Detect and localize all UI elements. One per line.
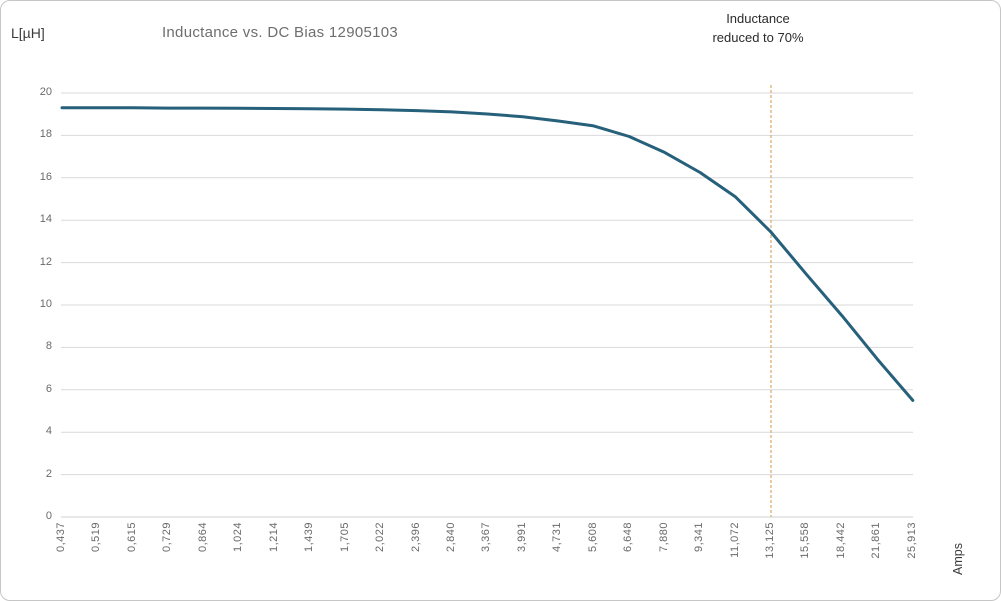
y-tick-label: 10: [39, 298, 52, 310]
y-tick-label: 16: [39, 170, 52, 183]
y-tick-label: 14: [39, 213, 52, 226]
chart-title: Inductance vs. DC Bias 12905103: [161, 24, 399, 41]
x-tick-label: 0,519: [90, 522, 103, 553]
x-tick-label: 0,437: [55, 522, 67, 553]
y-tick-label: 4: [45, 425, 52, 438]
x-tick-label: 1,439: [303, 522, 316, 553]
x-tick-label: 0,864: [196, 522, 209, 553]
x-tick-label: 3,367: [480, 522, 493, 553]
y-tick-label: 2: [45, 467, 52, 480]
threshold-annotation: Inductance reduced to 70%: [660, 9, 856, 47]
threshold-annotation-line1: Inductance: [726, 11, 790, 26]
x-tick-label: 6,648: [622, 522, 635, 553]
x-tick-label: 1,705: [338, 522, 351, 553]
x-axis-title: Amps: [951, 543, 965, 575]
x-tick-label: 11,072: [728, 522, 741, 558]
x-tick-label: 21,861: [870, 522, 883, 559]
y-tick-label: 20: [39, 86, 52, 98]
x-tick-label: 15,558: [799, 522, 812, 559]
x-tick-label: 25,913: [905, 522, 918, 559]
y-axis-unit-label: L[µH]: [11, 25, 45, 41]
x-tick-label: 3,991: [515, 522, 528, 553]
threshold-annotation-line2: reduced to 70%: [712, 30, 804, 45]
x-tick-label: 1,024: [232, 522, 245, 553]
x-tick-label: 2,840: [444, 522, 457, 553]
x-tick-label: 0,615: [125, 522, 138, 553]
x-tick-label: 2,396: [409, 522, 422, 553]
y-tick-label: 12: [39, 255, 52, 268]
y-tick-label: 0: [45, 510, 52, 522]
x-tick-label: 1,214: [267, 522, 280, 553]
x-tick-label: 5,608: [586, 522, 599, 553]
inductance-curve: [60, 106, 915, 402]
y-tick-label: 8: [45, 340, 52, 353]
x-tick-label: 2,022: [374, 522, 387, 553]
x-tick-label: 7,880: [657, 522, 670, 553]
x-tick-label: 13,125: [764, 522, 776, 559]
x-tick-label: 18,442: [834, 522, 847, 559]
x-tick-label: 9,341: [693, 522, 706, 553]
x-tick-label: 4,731: [551, 522, 564, 553]
y-tick-label: 18: [39, 128, 52, 141]
x-tick-label: 0,729: [161, 522, 174, 553]
y-tick-label: 6: [45, 382, 52, 395]
